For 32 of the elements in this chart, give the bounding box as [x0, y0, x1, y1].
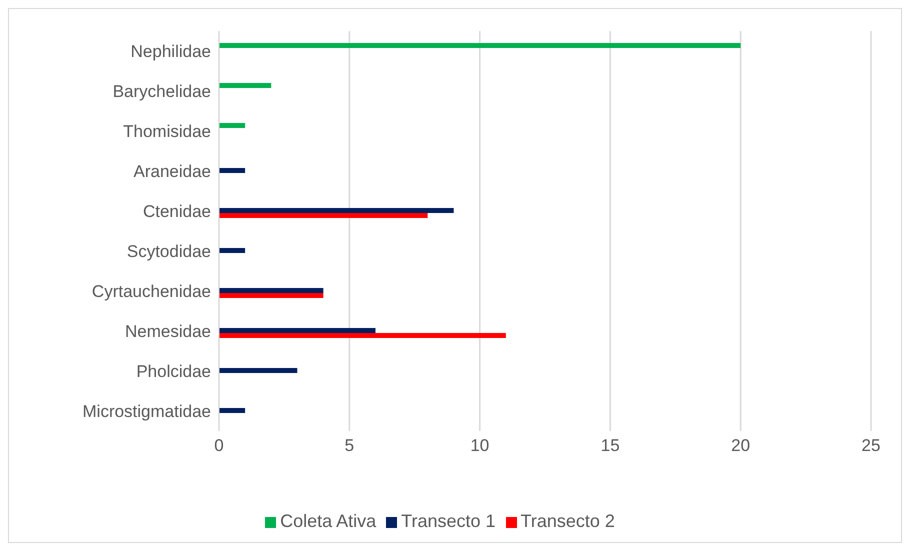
bar	[219, 43, 741, 48]
bar	[219, 288, 324, 293]
y-tick-label: Ctenidae	[142, 202, 211, 222]
y-tick-label: Scytodidae	[126, 242, 211, 262]
x-tick-label: 25	[862, 436, 880, 456]
x-tick-label: 0	[214, 436, 224, 456]
bar	[219, 83, 272, 88]
bar	[219, 408, 246, 413]
y-tick-label: Thomisidae	[123, 122, 211, 142]
legend-label: Coleta Ativa	[280, 511, 376, 531]
x-tick-label: 10	[470, 436, 490, 456]
bar	[219, 248, 246, 253]
legend-label: Transecto 1	[401, 511, 496, 531]
bar	[219, 368, 298, 373]
y-tick-label: Nemesidae	[125, 322, 211, 342]
bar	[219, 293, 324, 298]
y-tick-label: Nephilidae	[130, 42, 211, 62]
x-tick-label: 5	[344, 436, 354, 456]
y-tick-label: Microstigmatidae	[82, 402, 211, 422]
legend-label: Transecto 2	[520, 511, 615, 531]
y-tick-label: Pholcidae	[136, 362, 211, 382]
bar	[219, 123, 246, 128]
bar	[219, 168, 246, 173]
y-tick-label: Barychelidae	[112, 82, 211, 102]
y-tick-label: Cyrtauchenidae	[92, 282, 211, 302]
bar	[219, 333, 506, 338]
bar	[219, 208, 454, 213]
bar	[219, 213, 428, 218]
x-tick-label: 20	[731, 436, 750, 456]
bar	[219, 328, 376, 333]
y-tick-label: Araneidae	[133, 162, 211, 182]
x-tick-label: 15	[600, 436, 620, 456]
